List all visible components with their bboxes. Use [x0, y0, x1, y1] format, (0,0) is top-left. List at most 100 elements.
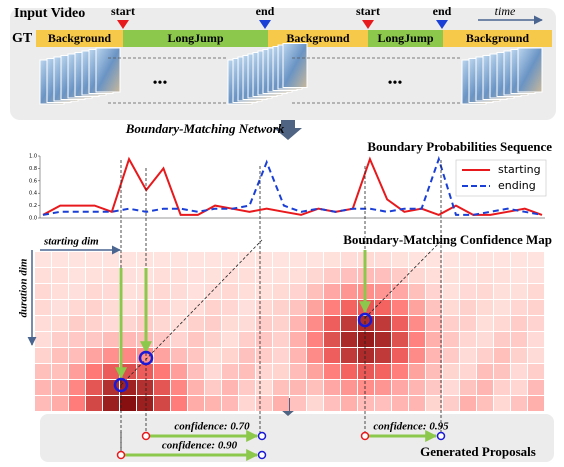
map-cell [35, 268, 51, 283]
map-cell [86, 364, 102, 379]
map-cell [103, 364, 119, 379]
map-cell [375, 252, 391, 267]
network-label: Boundary-Matching Network [125, 121, 285, 136]
time-label: time [495, 4, 516, 18]
map-cell [69, 364, 85, 379]
map-cell [239, 284, 255, 299]
map-cell [290, 284, 306, 299]
map-cell [290, 332, 306, 347]
map-cell [52, 348, 68, 363]
map-cell [35, 316, 51, 331]
map-cell [324, 300, 340, 315]
map-cell [341, 316, 357, 331]
map-cell [273, 396, 289, 411]
map-cell [528, 348, 544, 363]
map-cell [273, 332, 289, 347]
map-cell [307, 396, 323, 411]
map-cell [460, 380, 476, 395]
y-tick-label: 0.8 [29, 166, 37, 172]
map-cell [443, 268, 459, 283]
y-tick-label: 0.0 [29, 216, 37, 222]
map-cell [154, 316, 170, 331]
map-cell [443, 348, 459, 363]
map-cell [52, 252, 68, 267]
map-cell [426, 316, 442, 331]
map-cell [443, 300, 459, 315]
proposals-title: Generated Proposals [420, 444, 536, 459]
map-cell [52, 396, 68, 411]
map-cell [494, 284, 510, 299]
map-cell [239, 332, 255, 347]
map-cell [358, 380, 374, 395]
map-cell [188, 348, 204, 363]
map-cell [205, 380, 221, 395]
map-cell [392, 348, 408, 363]
map-cell [205, 316, 221, 331]
map-cell [154, 396, 170, 411]
map-cell [375, 348, 391, 363]
map-cell [358, 364, 374, 379]
map-cell [239, 316, 255, 331]
map-cell [358, 348, 374, 363]
map-cell [460, 332, 476, 347]
map-cell [273, 364, 289, 379]
map-cell [443, 364, 459, 379]
map-cell [103, 396, 119, 411]
map-cell [511, 316, 527, 331]
map-cell [511, 332, 527, 347]
map-cell [222, 300, 238, 315]
proposal-confidence: confidence: 0.95 [373, 421, 449, 433]
map-cell [205, 348, 221, 363]
map-cell [341, 396, 357, 411]
map-cell [307, 268, 323, 283]
map-cell [256, 252, 272, 267]
map-cell [222, 332, 238, 347]
map-cell [69, 252, 85, 267]
map-cell [324, 316, 340, 331]
map-cell [392, 268, 408, 283]
map-cell [171, 396, 187, 411]
map-cell [409, 284, 425, 299]
map-cell [171, 300, 187, 315]
map-cell [256, 396, 272, 411]
map-cell [477, 380, 493, 395]
map-cell [69, 332, 85, 347]
map-cell [69, 316, 85, 331]
map-cell [205, 284, 221, 299]
map-cell [528, 284, 544, 299]
map-cell [239, 348, 255, 363]
map-cell [171, 252, 187, 267]
map-cell [494, 300, 510, 315]
map-cell [409, 316, 425, 331]
proposal-start [362, 433, 369, 440]
map-cell [52, 364, 68, 379]
map-cell [52, 316, 68, 331]
map-cell [358, 396, 374, 411]
map-cell [86, 300, 102, 315]
map-cell [477, 268, 493, 283]
map-cell [307, 284, 323, 299]
map-cell [511, 300, 527, 315]
map-cell [392, 396, 408, 411]
map-cell [103, 316, 119, 331]
map-cell [290, 396, 306, 411]
map-cell [103, 284, 119, 299]
map-cell [477, 396, 493, 411]
map-cell [307, 364, 323, 379]
map-cell [188, 316, 204, 331]
map-cell [460, 284, 476, 299]
map-cell [426, 364, 442, 379]
map-cell [307, 380, 323, 395]
segment-label: LongJump [377, 31, 433, 45]
map-cell [171, 364, 187, 379]
map-cell [86, 284, 102, 299]
map-cell [443, 252, 459, 267]
map-cell [324, 332, 340, 347]
map-cell [341, 300, 357, 315]
map-cell [171, 348, 187, 363]
map-cell [477, 300, 493, 315]
map-cell [426, 380, 442, 395]
map-cell [460, 252, 476, 267]
map-cell [460, 316, 476, 331]
map-cell [290, 316, 306, 331]
